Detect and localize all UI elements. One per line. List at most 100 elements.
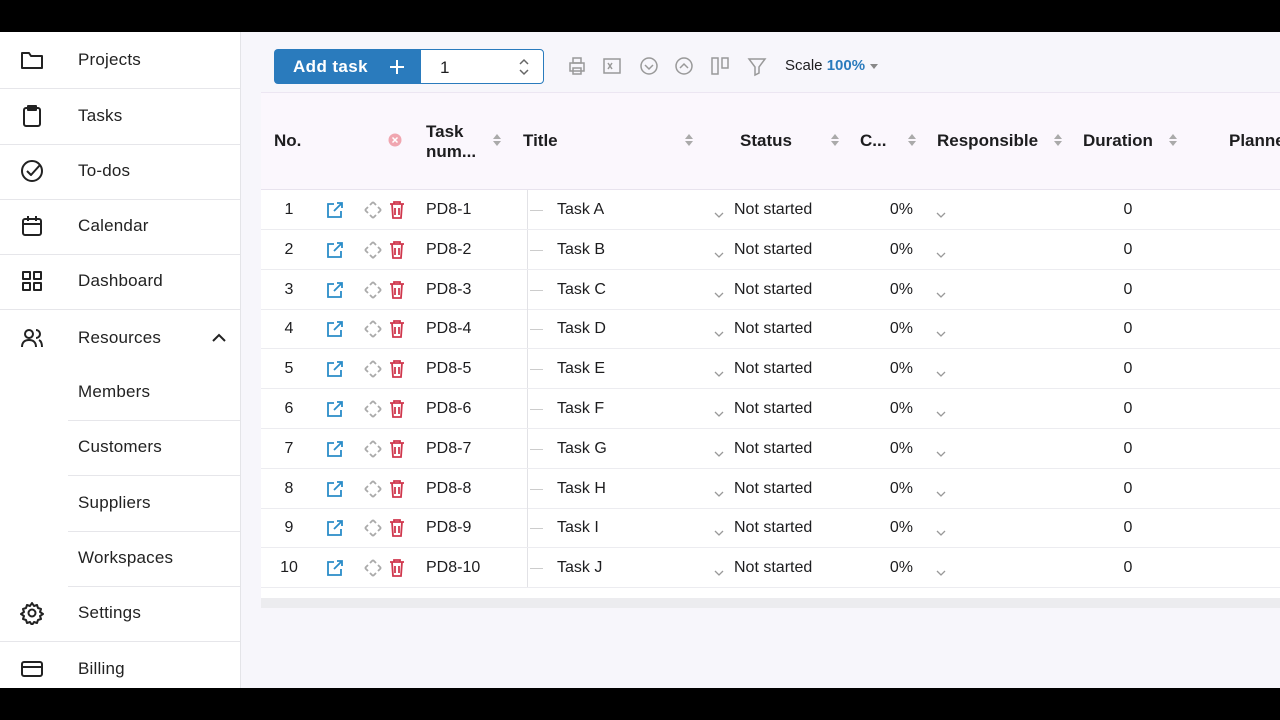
toolbar-icon[interactable] [601, 55, 623, 77]
delete-icon[interactable] [388, 319, 406, 339]
nav-item[interactable]: To-dos [0, 144, 240, 198]
nav-item[interactable]: Projects [0, 33, 240, 87]
task-title[interactable]: Task C [557, 280, 606, 298]
move-icon[interactable] [363, 479, 383, 499]
task-status[interactable]: Not started [734, 479, 813, 497]
move-icon[interactable] [363, 200, 383, 220]
task-row[interactable]: 6 PD8-6 Task F Not started 0% 0 [261, 389, 1280, 429]
task-title[interactable]: Task H [557, 479, 606, 497]
task-status[interactable]: Not started [734, 320, 813, 338]
responsible-dropdown[interactable] [936, 405, 946, 417]
quantity-input[interactable]: 1 [420, 49, 544, 84]
nav-subitem[interactable]: Workspaces [68, 531, 240, 585]
task-title[interactable]: Task G [557, 439, 607, 457]
nav-item[interactable]: Billing [0, 642, 240, 688]
task-status[interactable]: Not started [734, 360, 813, 378]
open-icon[interactable] [325, 479, 345, 499]
title-dropdown[interactable] [714, 485, 724, 497]
responsible-dropdown[interactable] [936, 365, 946, 378]
open-icon[interactable] [325, 280, 345, 300]
delete-icon[interactable] [388, 240, 406, 260]
task-status[interactable]: Not started [734, 519, 813, 537]
open-icon[interactable] [325, 200, 345, 220]
spinner-icon[interactable] [518, 57, 530, 77]
responsible-dropdown[interactable] [936, 286, 946, 298]
move-icon[interactable] [363, 399, 383, 419]
task-status[interactable]: Not started [734, 201, 813, 218]
task-title[interactable]: Task E [557, 360, 606, 378]
move-icon[interactable] [363, 518, 383, 538]
collapse-chevron[interactable] [211, 331, 227, 343]
move-icon[interactable] [363, 359, 383, 379]
move-icon[interactable] [363, 240, 383, 260]
toolbar-icon[interactable] [566, 55, 588, 77]
task-row[interactable]: 7 PD8-7 Task G Not started 0% 0 [261, 428, 1280, 469]
task-row[interactable]: 4 PD8-4 Task D Not started 0% 0 [261, 309, 1280, 350]
responsible-dropdown[interactable] [936, 524, 946, 537]
nav-subitem[interactable]: Members [68, 365, 240, 419]
delete-icon[interactable] [388, 280, 406, 300]
task-status[interactable]: Not started [734, 280, 813, 298]
task-title[interactable]: Task J [557, 559, 603, 577]
delete-icon[interactable] [388, 200, 406, 220]
task-title[interactable]: Task F [557, 400, 605, 417]
nav-item[interactable]: Resources [0, 311, 240, 365]
nav-item[interactable]: Tasks [0, 89, 240, 143]
responsible-dropdown[interactable] [936, 246, 946, 258]
nav-subitem[interactable]: Suppliers [68, 476, 240, 530]
sort-icon[interactable] [1054, 133, 1062, 147]
nav-item[interactable]: Settings [0, 586, 240, 640]
delete-icon[interactable] [388, 399, 406, 419]
sort-icon[interactable] [831, 133, 839, 147]
task-status[interactable]: Not started [734, 439, 813, 457]
move-icon[interactable] [363, 280, 383, 300]
sort-icon[interactable] [493, 133, 501, 147]
delete-icon[interactable] [388, 439, 406, 459]
add-task-button[interactable]: Add task [274, 49, 420, 84]
open-icon[interactable] [325, 518, 345, 538]
task-row[interactable]: 5 PD8-5 Task E Not started 0% 0 [261, 349, 1280, 390]
move-icon[interactable] [363, 319, 383, 339]
responsible-dropdown[interactable] [936, 325, 946, 338]
responsible-dropdown[interactable] [936, 206, 946, 218]
task-row[interactable]: 3 PD8-3 Task C Not started 0% 0 [261, 269, 1280, 310]
nav-item[interactable]: Calendar [0, 199, 240, 253]
task-row[interactable]: 8 PD8-8 Task H Not started 0% 0 [261, 468, 1280, 509]
title-dropdown[interactable] [714, 206, 724, 218]
sort-icon[interactable] [908, 133, 916, 147]
task-row[interactable]: 10 PD8-10 Task J Not started 0% 0 [261, 548, 1280, 589]
task-title[interactable]: Task A [557, 201, 605, 218]
task-title[interactable]: Task D [557, 320, 606, 338]
task-row[interactable]: 1 PD8-1 Task A Not started 0% 0 [261, 190, 1280, 230]
move-icon[interactable] [363, 439, 383, 459]
title-dropdown[interactable] [714, 325, 724, 338]
toolbar-icon[interactable] [638, 55, 660, 77]
title-dropdown[interactable] [714, 246, 724, 258]
open-icon[interactable] [325, 399, 345, 419]
task-status[interactable]: Not started [734, 240, 813, 258]
task-row[interactable]: 2 PD8-2 Task B Not started 0% 0 [261, 229, 1280, 270]
open-icon[interactable] [325, 558, 345, 578]
open-icon[interactable] [325, 319, 345, 339]
open-icon[interactable] [325, 439, 345, 459]
move-icon[interactable] [363, 558, 383, 578]
scale-control[interactable]: Scale 100% [785, 57, 879, 74]
task-title[interactable]: Task B [557, 240, 606, 258]
task-title[interactable]: Task I [557, 519, 599, 537]
title-dropdown[interactable] [714, 564, 724, 577]
nav-item[interactable]: Dashboard [0, 254, 240, 308]
open-icon[interactable] [325, 359, 345, 379]
open-icon[interactable] [325, 240, 345, 260]
task-row[interactable]: 9 PD8-9 Task I Not started 0% 0 [261, 508, 1280, 549]
delete-icon[interactable] [388, 558, 406, 578]
responsible-dropdown[interactable] [936, 564, 946, 577]
delete-icon[interactable] [388, 518, 406, 538]
toolbar-icon[interactable] [709, 55, 731, 77]
title-dropdown[interactable] [714, 445, 724, 457]
title-dropdown[interactable] [714, 286, 724, 298]
task-status[interactable]: Not started [734, 400, 813, 417]
title-dropdown[interactable] [714, 405, 724, 417]
task-status[interactable]: Not started [734, 559, 813, 577]
delete-icon[interactable] [388, 479, 406, 499]
nav-subitem[interactable]: Customers [68, 420, 240, 474]
